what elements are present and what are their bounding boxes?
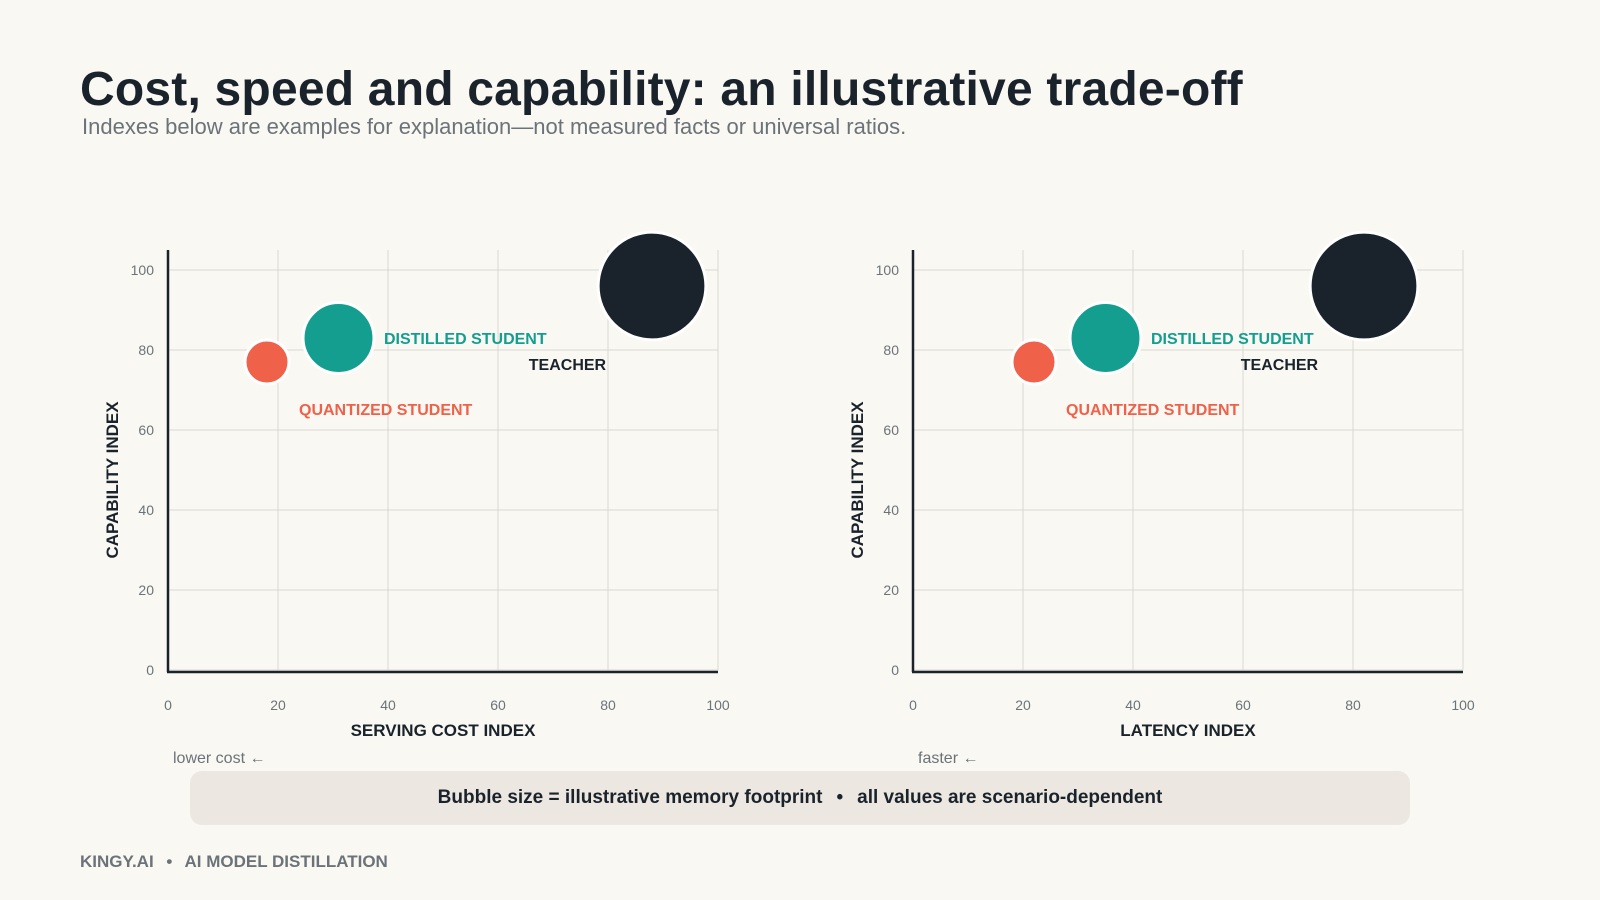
y-axis-title: CAPABILITY INDEX: [103, 401, 122, 559]
x-tick-label: 80: [600, 697, 616, 713]
y-tick-label: 20: [883, 582, 899, 598]
label-distilled-student: DISTILLED STUDENT: [384, 331, 547, 348]
x-tick-label: 60: [1235, 697, 1251, 713]
legend-note-scenario: all values are scenario-dependent: [857, 787, 1163, 808]
y-tick-label: 60: [138, 422, 154, 438]
x-tick-label: 60: [490, 697, 506, 713]
x-tick-label: 40: [1125, 697, 1141, 713]
x-tick-label: 20: [1015, 697, 1031, 713]
footer-section: AI MODEL DISTILLATION: [184, 852, 388, 871]
label-teacher: TEACHER: [1241, 357, 1319, 374]
cost-capability-chart: 0 20 40 60 80 100 0 20 40 60 80 100 SERVING COST IND…: [103, 230, 730, 767]
x-tick-label: 20: [270, 697, 286, 713]
x-tick-label: 100: [1451, 697, 1475, 713]
y-tick-label: 80: [883, 342, 899, 358]
bubble-teacher: [596, 230, 708, 342]
bubble-quantized-student: [243, 338, 291, 386]
y-tick-label: 0: [891, 662, 899, 678]
page-title: Cost, speed and capability: an illustrat…: [80, 63, 1243, 116]
latency-capability-chart: 0 20 40 60 80 100 0 20 40 60 80 100 LATENCY INDEX CAP…: [848, 230, 1475, 767]
y-tick-label: 40: [883, 502, 899, 518]
y-tick-label: 0: [146, 662, 154, 678]
x-tick-label: 0: [909, 697, 917, 713]
footer-brand: KINGY.AI: [80, 852, 154, 871]
y-tick-label: 40: [138, 502, 154, 518]
footer-separator: •: [166, 852, 173, 871]
x-tick-label: 0: [164, 697, 172, 713]
y-tick-label: 20: [138, 582, 154, 598]
y-axis-title: CAPABILITY INDEX: [848, 401, 867, 559]
legend-note: Bubble size = illustrative memory footpr…: [190, 771, 1410, 825]
y-tick-label: 60: [883, 422, 899, 438]
label-distilled-student: DISTILLED STUDENT: [1151, 331, 1314, 348]
x-tick-label: 80: [1345, 697, 1361, 713]
label-teacher: TEACHER: [529, 357, 607, 374]
y-tick-label: 80: [138, 342, 154, 358]
bubble-distilled-student: [301, 301, 376, 375]
bubble-distilled-student: [1068, 301, 1143, 375]
x-axis-title: LATENCY INDEX: [1120, 721, 1256, 740]
footer: KINGY.AI • AI MODEL DISTILLATION: [80, 852, 388, 872]
bubble-quantized-student: [1010, 338, 1058, 386]
bubble-teacher: [1308, 230, 1420, 342]
x-axis-note: lower cost ←: [173, 750, 265, 767]
y-tick-label: 100: [131, 262, 155, 278]
label-quantized-student: QUANTIZED STUDENT: [1066, 402, 1240, 419]
x-axis-note: faster ←: [918, 750, 978, 767]
label-quantized-student: QUANTIZED STUDENT: [299, 402, 473, 419]
legend-note-separator: •: [836, 787, 844, 808]
legend-note-bubble-size: Bubble size = illustrative memory footpr…: [437, 787, 823, 808]
x-tick-label: 100: [706, 697, 730, 713]
x-axis-title: SERVING COST INDEX: [351, 721, 536, 740]
x-tick-label: 40: [380, 697, 396, 713]
y-tick-label: 100: [876, 262, 900, 278]
page-subtitle: Indexes below are examples for explanati…: [82, 114, 907, 139]
